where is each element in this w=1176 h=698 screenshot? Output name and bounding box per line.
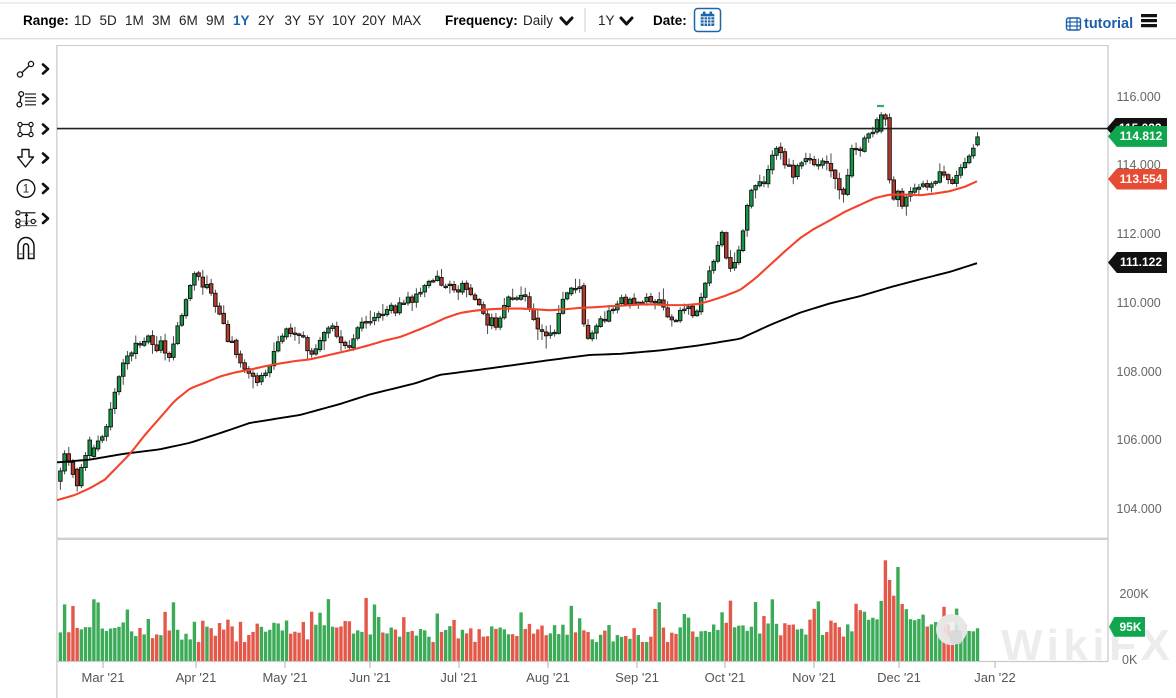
svg-text:Date:: Date:: [653, 13, 687, 28]
svg-text:10Y: 10Y: [332, 13, 356, 28]
svg-text:6M: 6M: [179, 13, 198, 28]
svg-text:2Y: 2Y: [258, 13, 275, 28]
svg-text:1D: 1D: [74, 13, 92, 28]
svg-text:tutorial: tutorial: [1084, 16, 1133, 32]
svg-text:3Y: 3Y: [285, 13, 302, 28]
svg-text:1: 1: [23, 184, 29, 196]
svg-text:Frequency:: Frequency:: [445, 13, 518, 28]
svg-text:1Y: 1Y: [598, 13, 615, 28]
svg-text:5Y: 5Y: [308, 13, 325, 28]
svg-text:20Y: 20Y: [362, 13, 386, 28]
svg-text:3M: 3M: [152, 13, 171, 28]
svg-text:5D: 5D: [100, 13, 118, 28]
svg-text:Range:: Range:: [23, 13, 69, 28]
svg-text:MAX: MAX: [392, 13, 421, 28]
svg-text:1Y: 1Y: [233, 13, 250, 28]
svg-text:1M: 1M: [125, 13, 144, 28]
svg-text:9M: 9M: [206, 13, 225, 28]
svg-text:Daily: Daily: [523, 13, 553, 28]
